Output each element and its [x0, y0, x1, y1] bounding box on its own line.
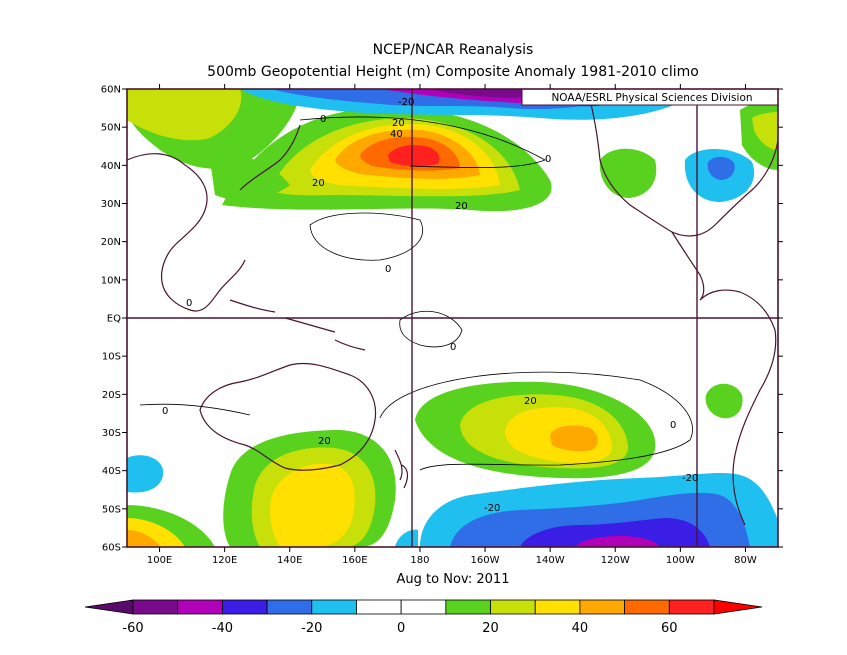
lon-tick-label: 160E [342, 555, 367, 566]
lat-tick-label: 30N [101, 199, 121, 210]
lon-tick-label: 160W [471, 555, 500, 566]
contour-label: 20 [455, 201, 468, 212]
colorbar-swatch [400, 599, 447, 615]
na-east-negative-core [707, 156, 735, 180]
colorbar: -60 -40 -20 0 20 40 60 [84, 599, 763, 636]
coastlines [127, 99, 778, 526]
anomaly-shading [127, 89, 778, 547]
contour-label: -20 [484, 503, 500, 514]
so-negative-indigo [520, 518, 710, 547]
colorbar-tick-label: -20 [301, 621, 322, 636]
colorbar-swatch [668, 599, 715, 615]
contour-label: 20 [524, 396, 537, 407]
title-line-1: NCEP/NCAR Reanalysis [373, 42, 534, 58]
contour-0-npac [299, 116, 546, 169]
lat-tick-label: 10N [101, 275, 121, 286]
colorbar-tick-label: 20 [482, 621, 499, 636]
colorbar-swatch [311, 599, 357, 615]
colorbar-swatch [221, 599, 268, 615]
coast-japan [239, 124, 301, 191]
longitude-axis: 100E 120E 140E 160E 180 160W 140W 120W 100W 80W [147, 84, 757, 566]
lon-tick-label: 100W [666, 555, 695, 566]
spac-positive-50 [550, 425, 598, 452]
period-label: Aug to Nov: 2011 [397, 572, 510, 587]
lat-tick-label: 40S [102, 466, 121, 477]
lon-tick-label: 180 [410, 555, 429, 566]
lat-tick-label: 60N [101, 85, 121, 96]
contour-label: 0 [450, 342, 456, 353]
contour-label: 0 [385, 264, 391, 275]
lat-tick-label: 40N [101, 161, 121, 172]
colorbar-tick-label: 0 [397, 621, 405, 636]
contour-label: 0 [545, 154, 551, 165]
colorbar-tick-label: -40 [212, 621, 233, 636]
sw-positive-orange [127, 530, 160, 547]
map-panel: -20 20 40 0 20 20 0 0 0 0 20 0 -20 -20 2… [126, 88, 779, 548]
lat-tick-label: 60S [102, 543, 121, 554]
reference-lines [127, 89, 778, 547]
contours [139, 116, 693, 471]
contour-label: 20 [392, 118, 405, 129]
na-west-positive [599, 148, 657, 198]
colorbar-swatch [356, 599, 402, 615]
lon-tick-label: 140W [536, 555, 565, 566]
colorbar-swatch [132, 599, 179, 615]
coast-nz [394, 449, 409, 489]
coast-asia [127, 153, 246, 312]
so-negative-purple [575, 536, 660, 547]
colorbar-swatch [490, 599, 536, 615]
lon-tick-label: 120W [601, 555, 630, 566]
lat-tick-label: 20S [102, 390, 121, 401]
s-indian-negative [127, 455, 164, 493]
ne-corner-positive-2 [752, 112, 778, 150]
contour-0-central [309, 212, 423, 261]
colorbar-left-arrow [84, 599, 134, 615]
lon-tick-label: 140E [277, 555, 302, 566]
colorbar-swatch [445, 599, 491, 615]
colorbar-swatch [266, 599, 313, 615]
lat-tick-label: 20N [101, 237, 121, 248]
colorbar-swatch [534, 599, 581, 615]
contour-0-sindian [139, 403, 251, 416]
coast-central-america [671, 231, 705, 301]
contour-label: -20 [398, 97, 414, 108]
colorbar-swatch [579, 599, 626, 615]
contour-0-spac [379, 371, 693, 471]
lat-tick-label: 50N [101, 123, 121, 134]
lon-tick-label: 100E [147, 555, 172, 566]
colorbar-tick-label: -60 [122, 621, 143, 636]
lon-tick-label: 120E [212, 555, 237, 566]
contour-label: 0 [186, 298, 192, 309]
lat-tick-label: EQ [107, 314, 121, 325]
colorbar-right-arrow [713, 599, 763, 615]
contour-label: -20 [682, 473, 698, 484]
nw-positive-yellowgreen [127, 89, 242, 141]
colorbar-tick-label: 60 [661, 621, 678, 636]
colorbar-swatch [624, 599, 670, 615]
lon-tick-label: 80W [734, 555, 757, 566]
latitude-axis: 60N 50N 40N 30N 20N 10N EQ 10S 20S 30S 40S 50S 60S [101, 85, 783, 554]
lat-tick-label: 30S [102, 428, 121, 439]
contour-labels: -20 20 40 0 20 20 0 0 0 0 20 0 -20 -20 2… [162, 97, 698, 514]
lat-tick-label: 50S [102, 504, 121, 515]
colorbar-tick-label: 40 [572, 621, 589, 636]
npac-positive-70 [388, 145, 440, 167]
s-atlantic-positive [705, 383, 743, 419]
lat-tick-label: 10S [102, 352, 121, 363]
coast-australia [199, 362, 377, 471]
coast-south-america [699, 289, 777, 526]
contour-label: 0 [670, 420, 676, 431]
aus-positive-40 [270, 463, 355, 547]
contour-label: 0 [320, 114, 326, 125]
contour-0-tropics [399, 311, 463, 348]
coast-islands [229, 299, 366, 351]
contour-label: 40 [390, 129, 403, 140]
contour-label: 0 [162, 406, 168, 417]
contour-label: 20 [312, 178, 325, 189]
contour-label: 20 [318, 436, 331, 447]
source-label: NOAA/ESRL Physical Sciences Division [551, 92, 752, 104]
colorbar-swatch [177, 599, 223, 615]
title-line-2: 500mb Geopotential Height (m) Composite … [207, 64, 699, 80]
